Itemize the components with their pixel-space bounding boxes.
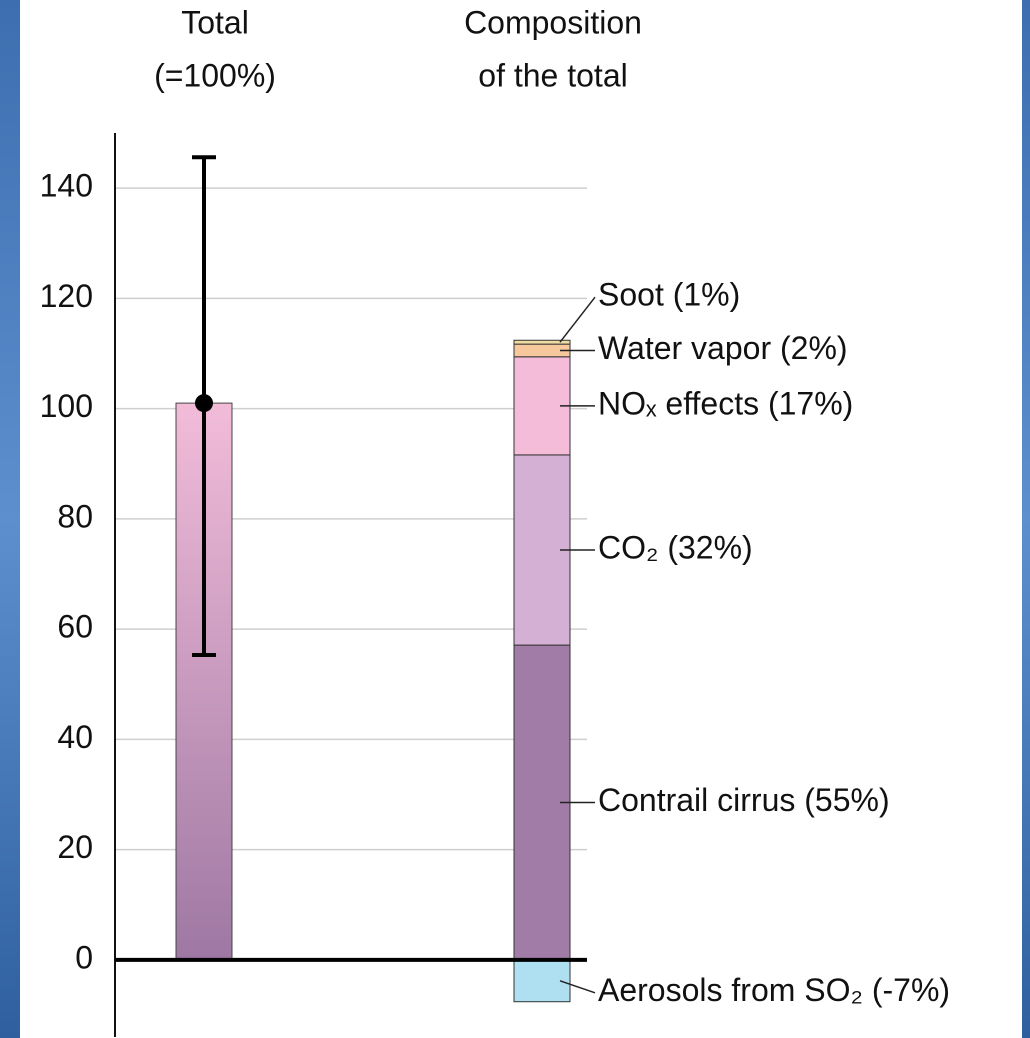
y-tick-label: 40	[57, 719, 93, 755]
y-tick-label: 80	[57, 498, 93, 534]
column-title: (=100%)	[154, 57, 276, 93]
segment-label: Aerosols from SO₂ (-7%)	[598, 972, 950, 1008]
y-tick-label: 60	[57, 609, 93, 645]
segment-label: CO₂ (32%)	[598, 529, 753, 565]
y-tick-label: 100	[40, 388, 93, 424]
column-title: Total	[181, 4, 249, 40]
column-title: Composition	[464, 4, 642, 40]
leader-line	[559, 296, 596, 343]
y-tick-label: 0	[75, 939, 93, 975]
total-point	[195, 394, 213, 413]
segment-label: Soot (1%)	[598, 277, 740, 313]
segment-label: Contrail cirrus (55%)	[598, 782, 890, 818]
y-tick-label: 20	[57, 829, 93, 865]
stack-segment	[513, 339, 571, 345]
column-title: of the total	[478, 57, 627, 93]
y-tick-label: 140	[40, 168, 93, 204]
leader-line	[559, 980, 596, 994]
segment-label: NOₓ effects (17%)	[598, 385, 853, 421]
y-tick-label: 120	[40, 278, 93, 314]
segment-label: Water vapor (2%)	[598, 330, 848, 366]
